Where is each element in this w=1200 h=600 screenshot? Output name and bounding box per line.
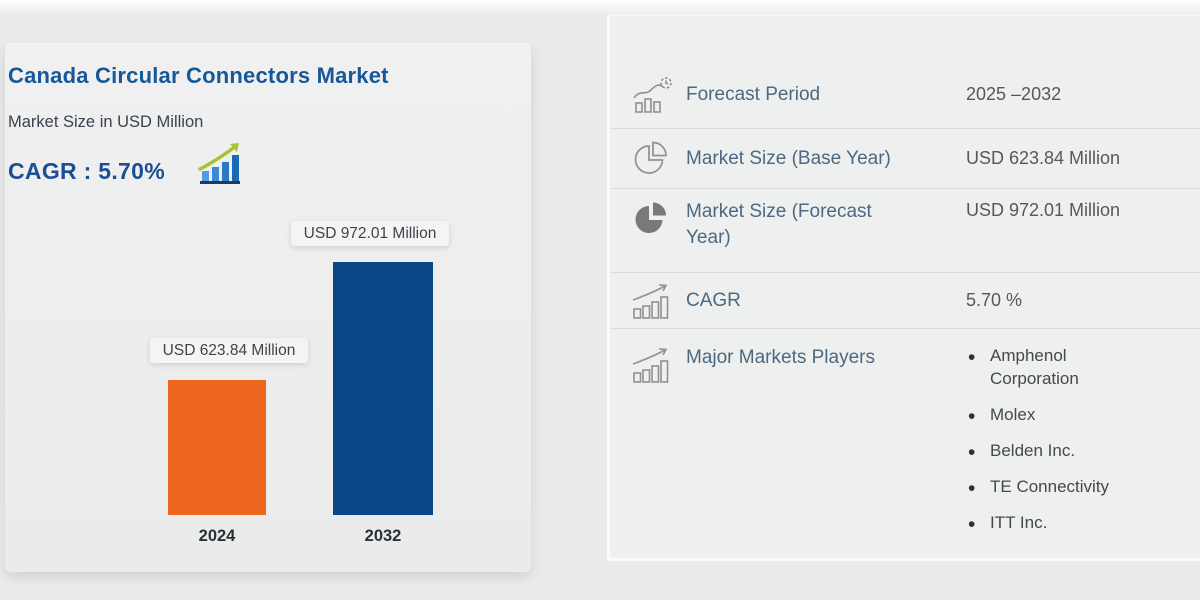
table-row-market-size-base-year: Market Size (Base Year) USD 623.84 Milli… <box>610 128 1200 188</box>
table-row-cagr: CAGR 5.70 % <box>610 272 1200 328</box>
player-list-item: Belden Inc. <box>966 439 1136 467</box>
player-list-item: ITT Inc. <box>966 511 1136 539</box>
row-label: Major Markets Players <box>686 347 875 368</box>
row-label: Market Size (Forecast Year) <box>686 201 872 248</box>
market-facts-panel: Forecast Period 2025 –2032 Market Size (… <box>607 14 1200 561</box>
pie-outline-icon <box>630 139 674 179</box>
bar-2024 <box>168 380 266 515</box>
page-title: Canada Circular Connectors Market <box>8 63 389 88</box>
pie-solid-icon <box>630 199 674 239</box>
page-top-highlight <box>0 0 1200 16</box>
table-row-market-size-forecast-year: Market Size (Forecast Year) USD 972.01 M… <box>610 188 1200 272</box>
player-list-item: Molex <box>966 403 1136 431</box>
growth-bars-icon <box>630 281 674 321</box>
forecast-chart-icon <box>630 75 674 115</box>
bar-value-label-2024: USD 623.84 Million <box>150 338 308 363</box>
row-value: USD 623.84 Million <box>966 147 1121 168</box>
growth-bars-icon <box>630 345 674 385</box>
market-summary-card <box>5 43 531 572</box>
cagr-headline: CAGR : 5.70% <box>8 158 165 184</box>
table-row-major-markets-players: Major Markets Players Amphenol Corporati… <box>610 328 1200 558</box>
player-list-item: Amphenol Corporation <box>966 344 1136 391</box>
growth-chart-color-icon <box>196 141 244 187</box>
row-label: CAGR <box>686 289 741 311</box>
major-players-list: Amphenol Corporation Molex Belden Inc. TE C… <box>966 344 1136 548</box>
player-list-item: TE Connectivity <box>966 475 1136 503</box>
chart-subtitle: Market Size in USD Million <box>8 113 204 131</box>
table-row-forecast-period: Forecast Period 2025 –2032 <box>610 16 1200 128</box>
row-label: Market Size (Base Year) <box>686 147 891 169</box>
x-axis-label-2024: 2024 <box>198 527 236 545</box>
x-axis-label-2032: 2032 <box>364 527 402 545</box>
bar-2032 <box>333 262 433 515</box>
row-value: 5.70 % <box>966 289 1023 310</box>
bar-value-label-2032: USD 972.01 Million <box>291 221 449 246</box>
row-value: 2025 –2032 <box>966 84 1062 105</box>
row-label: Forecast Period <box>686 84 821 106</box>
row-value: USD 972.01 Million <box>966 200 1121 220</box>
